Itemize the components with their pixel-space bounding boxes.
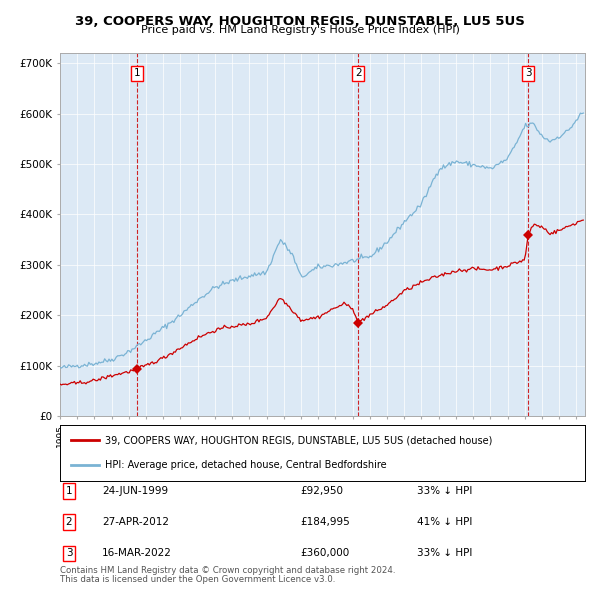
Text: 2: 2 bbox=[65, 517, 73, 527]
Text: £184,995: £184,995 bbox=[300, 517, 350, 527]
Text: This data is licensed under the Open Government Licence v3.0.: This data is licensed under the Open Gov… bbox=[60, 575, 335, 584]
Text: 39, COOPERS WAY, HOUGHTON REGIS, DUNSTABLE, LU5 5US: 39, COOPERS WAY, HOUGHTON REGIS, DUNSTAB… bbox=[75, 15, 525, 28]
Text: £92,950: £92,950 bbox=[300, 486, 343, 496]
Text: 33% ↓ HPI: 33% ↓ HPI bbox=[417, 486, 472, 496]
Text: 1: 1 bbox=[134, 68, 140, 78]
Text: 1: 1 bbox=[65, 486, 73, 496]
Text: £360,000: £360,000 bbox=[300, 549, 349, 558]
Text: 24-JUN-1999: 24-JUN-1999 bbox=[102, 486, 168, 496]
Text: 3: 3 bbox=[65, 549, 73, 558]
Text: 3: 3 bbox=[525, 68, 532, 78]
Text: 41% ↓ HPI: 41% ↓ HPI bbox=[417, 517, 472, 527]
Text: 39, COOPERS WAY, HOUGHTON REGIS, DUNSTABLE, LU5 5US (detached house): 39, COOPERS WAY, HOUGHTON REGIS, DUNSTAB… bbox=[104, 435, 492, 445]
Text: Contains HM Land Registry data © Crown copyright and database right 2024.: Contains HM Land Registry data © Crown c… bbox=[60, 566, 395, 575]
Text: 33% ↓ HPI: 33% ↓ HPI bbox=[417, 549, 472, 558]
Text: 27-APR-2012: 27-APR-2012 bbox=[102, 517, 169, 527]
Text: HPI: Average price, detached house, Central Bedfordshire: HPI: Average price, detached house, Cent… bbox=[104, 460, 386, 470]
Text: Price paid vs. HM Land Registry's House Price Index (HPI): Price paid vs. HM Land Registry's House … bbox=[140, 25, 460, 35]
Text: 2: 2 bbox=[355, 68, 361, 78]
Text: 16-MAR-2022: 16-MAR-2022 bbox=[102, 549, 172, 558]
